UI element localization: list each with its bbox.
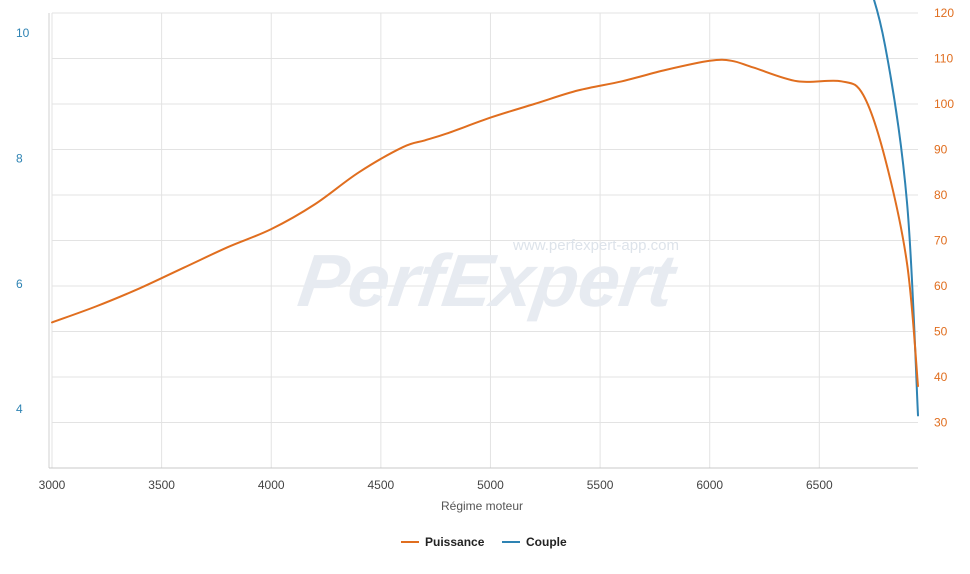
axes: 3000 3500 4000 4500 5000 5500 6000 6500 30 40 50 60… <box>16 6 954 492</box>
legend-item-couple[interactable]: Couple <box>502 535 567 549</box>
right-y-tick-label: 80 <box>934 188 948 202</box>
left-y-tick-label: 10 <box>16 26 30 40</box>
left-y-tick-label: 8 <box>16 152 23 166</box>
legend: Puissance Couple <box>401 535 567 549</box>
x-tick-label: 3500 <box>148 478 175 492</box>
series-line-puissance[interactable] <box>51 58 919 388</box>
series-lines <box>51 0 919 417</box>
left-y-tick-label: 4 <box>16 402 23 416</box>
right-y-tick-label: 70 <box>934 234 948 248</box>
right-y-tick-label: 90 <box>934 143 948 157</box>
x-tick-label: 3000 <box>39 478 66 492</box>
x-tick-label: 6500 <box>806 478 833 492</box>
right-y-tick-label: 110 <box>934 52 953 66</box>
legend-label-couple: Couple <box>526 535 567 549</box>
right-y-tick-label: 120 <box>934 6 954 20</box>
watermark-url: www.perfexpert-app.com <box>512 237 679 254</box>
right-y-tick-label: 40 <box>934 370 948 384</box>
x-tick-label: 4000 <box>258 478 285 492</box>
legend-label-puissance: Puissance <box>425 535 485 549</box>
x-tick-label: 5500 <box>587 478 614 492</box>
legend-item-puissance[interactable]: Puissance <box>401 535 485 549</box>
x-tick-label: 4500 <box>368 478 395 492</box>
right-y-tick-label: 100 <box>934 97 954 111</box>
left-y-tick-label: 6 <box>16 277 23 291</box>
series-line-couple[interactable] <box>52 0 919 417</box>
right-y-tick-label: 60 <box>934 279 948 293</box>
right-y-tick-label: 50 <box>934 325 948 339</box>
right-y-tick-label: 30 <box>934 416 948 430</box>
x-tick-label: 5000 <box>477 478 504 492</box>
grid-lines <box>51 12 918 469</box>
x-axis-title: Régime moteur <box>441 499 523 513</box>
watermark-logo: PerfExpert <box>294 239 683 322</box>
x-tick-label: 6000 <box>696 478 723 492</box>
